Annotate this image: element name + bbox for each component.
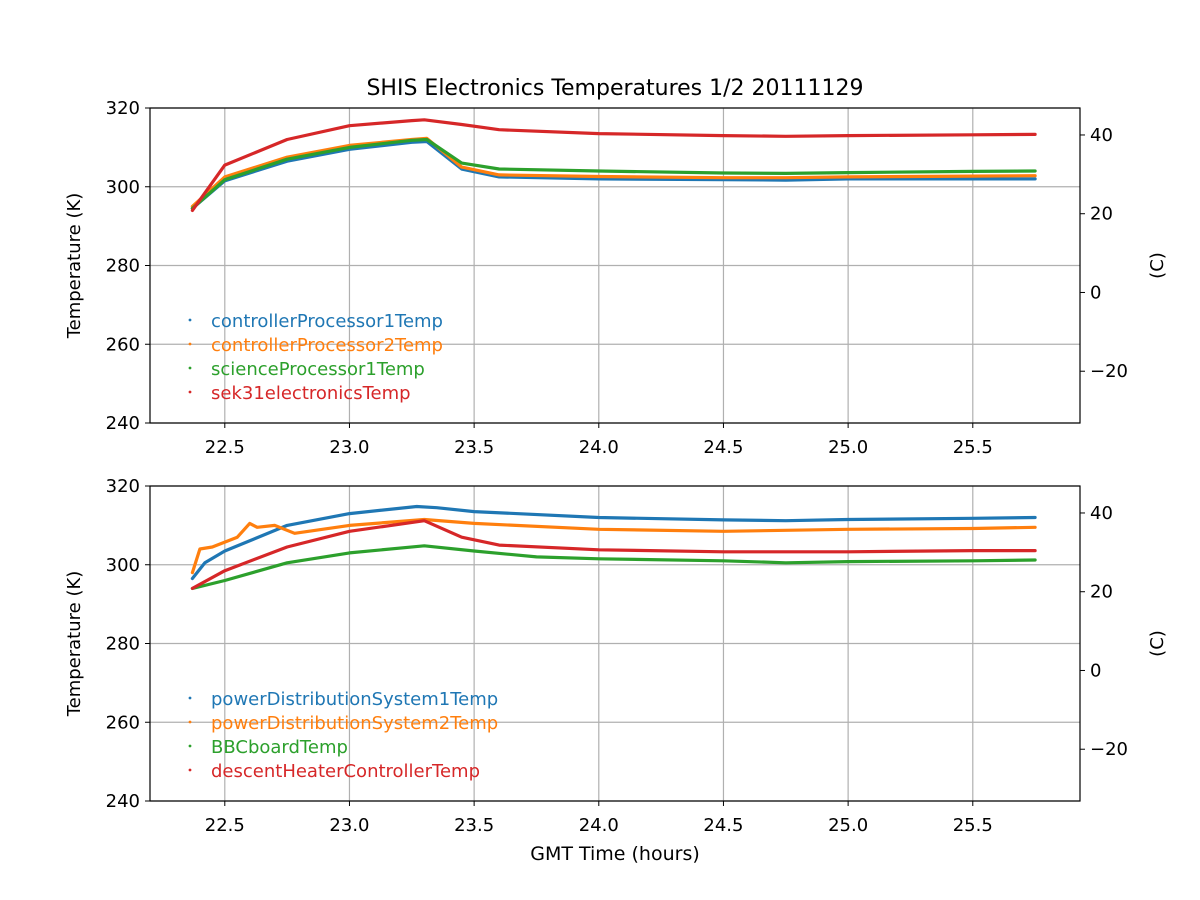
x-tick-label: 22.5: [205, 815, 245, 836]
series-line-4: [190, 519, 1037, 591]
y-right-tick-label: 0: [1090, 660, 1101, 681]
x-tick-label: 24.5: [703, 815, 743, 836]
series-line-4: [190, 118, 1037, 212]
y-right-tick-label: 0: [1090, 282, 1101, 303]
y-tick-label: 300: [106, 177, 140, 198]
subplot-2: 22.5 23.0 23.5 24.0 24.5 25.0 25.5 240 260 280 300…: [64, 476, 1168, 836]
x-tick-label: 25.5: [953, 437, 993, 458]
series-line-1: [190, 139, 1037, 210]
y-tick-label: 280: [106, 634, 140, 655]
legend-marker: [188, 696, 192, 700]
x-tick-label: 25.0: [828, 815, 868, 836]
legend-marker: [188, 744, 192, 748]
legend-label: descentHeaterControllerTemp: [211, 761, 480, 782]
y-right-tick-label: 40: [1090, 125, 1113, 146]
x-tick-label: 22.5: [205, 437, 245, 458]
y-right-tick-label: −20: [1090, 361, 1128, 382]
x-tick-label: 23.0: [329, 815, 369, 836]
panels: 22.5 23.0 23.5 24.0 24.5 25.0 25.5 240 260 280 300…: [64, 98, 1168, 836]
legend-marker: [188, 366, 192, 370]
legend-marker: [188, 390, 192, 394]
y-tick-label: 320: [106, 98, 140, 119]
legend-marker: [188, 342, 192, 346]
y-tick-label: 320: [106, 476, 140, 497]
legend-label: sek31electronicsTemp: [211, 383, 411, 404]
x-tick-label: 24.0: [579, 815, 619, 836]
y-tick-label: 240: [106, 413, 140, 434]
y-right-tick-label: 20: [1090, 582, 1113, 603]
y-tick-label: 260: [106, 334, 140, 355]
x-tick-label: 24.0: [579, 437, 619, 458]
y-right-axis-label: (C): [1147, 630, 1168, 657]
legend-label: powerDistributionSystem1Temp: [211, 689, 498, 710]
y-tick-label: 240: [106, 791, 140, 812]
series-line-3: [190, 137, 1037, 210]
legend-label: controllerProcessor2Temp: [211, 335, 443, 356]
legend-marker: [188, 720, 192, 724]
y-tick-label: 280: [106, 256, 140, 277]
x-tick-label: 25.0: [828, 437, 868, 458]
series-line-3: [190, 544, 1037, 591]
y-axis-label: Temperature (K): [64, 571, 85, 718]
series-line-2: [190, 136, 1037, 208]
legend-label: BBCboardTemp: [211, 737, 348, 758]
x-tick-label: 23.5: [454, 437, 494, 458]
x-tick-label: 23.0: [329, 437, 369, 458]
y-right-tick-label: 40: [1090, 503, 1113, 524]
y-axis-label: Temperature (K): [64, 193, 85, 340]
x-tick-label: 25.5: [953, 815, 993, 836]
chart-title: SHIS Electronics Temperatures 1/2 201111…: [366, 76, 863, 101]
series-line-2: [190, 517, 1037, 575]
x-axis-label: GMT Time (hours): [530, 843, 700, 865]
subplot-1: 22.5 23.0 23.5 24.0 24.5 25.0 25.5 240 260 280 300…: [64, 98, 1168, 458]
x-tick-label: 24.5: [703, 437, 743, 458]
y-right-axis-label: (C): [1147, 252, 1168, 279]
legend-label: controllerProcessor1Temp: [211, 311, 443, 332]
y-right-tick-label: 20: [1090, 204, 1113, 225]
series-line-1: [190, 504, 1037, 581]
legend-marker: [188, 768, 192, 772]
legend-label: powerDistributionSystem2Temp: [211, 713, 498, 734]
y-tick-label: 260: [106, 712, 140, 733]
legend-label: scienceProcessor1Temp: [211, 359, 425, 380]
y-right-tick-label: −20: [1090, 739, 1128, 760]
x-tick-label: 23.5: [454, 815, 494, 836]
legend-marker: [188, 318, 192, 322]
y-tick-label: 300: [106, 555, 140, 576]
